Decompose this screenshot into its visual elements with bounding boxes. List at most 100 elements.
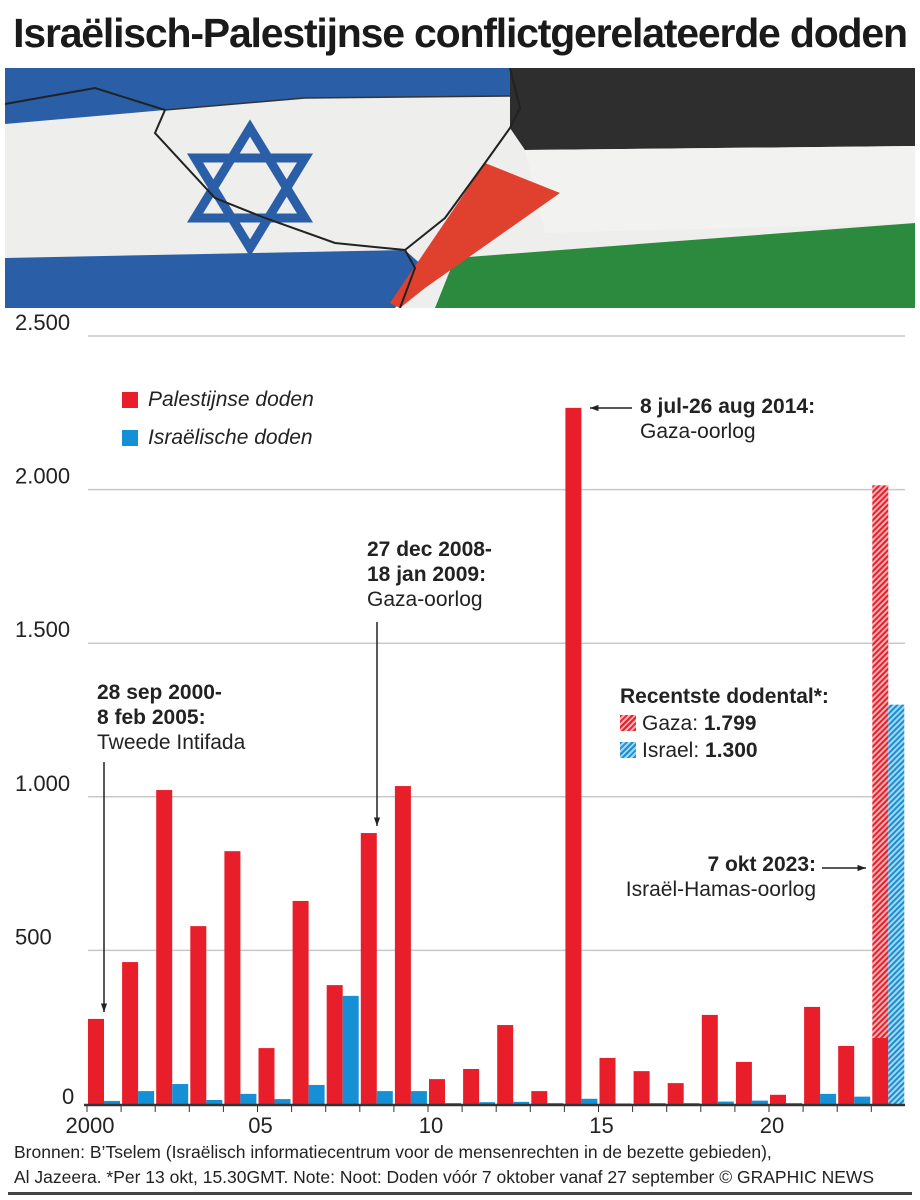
bar-palestinian-2005 xyxy=(258,1048,275,1104)
arrow-2023-head xyxy=(857,864,866,872)
annotation-gaza-2014: 8 jul-26 aug 2014: Gaza-oorlog xyxy=(640,394,815,444)
y-tick-label: 2.000 xyxy=(15,464,70,489)
bar-israeli-2001 xyxy=(138,1091,155,1104)
bar-israeli-2003 xyxy=(206,1100,223,1104)
bar-palestinian-2016 xyxy=(633,1071,650,1104)
bar-palestinian-2000 xyxy=(88,1018,104,1104)
source-line: Bronnen: B’Tselem (Israëlisch informatie… xyxy=(14,1142,772,1162)
annotation-date: 8 jul-26 aug 2014: xyxy=(640,395,816,418)
bar-palestinian-2008 xyxy=(360,833,377,1104)
legend-swatch-red xyxy=(122,392,138,408)
bar-palestinian-2015 xyxy=(599,1057,616,1104)
annotation-text: Israël-Hamas-oorlog xyxy=(625,878,816,901)
bar-palestinian-2004 xyxy=(224,851,241,1104)
bar-israeli-2012 xyxy=(513,1101,530,1104)
bar-palestinian-2010 xyxy=(429,1079,445,1104)
annotation-date: 27 dec 2008- xyxy=(367,538,492,561)
legend-label: Palestijnse doden xyxy=(148,388,314,411)
bar-israeli-2017 xyxy=(683,1103,700,1104)
bar-israeli-2005 xyxy=(274,1099,291,1104)
bar-israeli-2015 xyxy=(615,1103,632,1104)
annotation-intifada: 28 sep 2000- 8 feb 2005: Tweede Intifada xyxy=(97,680,245,755)
arrow-gaza-2008-head xyxy=(373,817,381,826)
bar-palestinian-2002 xyxy=(156,790,173,1104)
legend-label: Israëlische doden xyxy=(148,426,313,449)
hatch-swatch-blue xyxy=(620,742,636,758)
annotation-text: Tweede Intifada xyxy=(97,731,246,754)
israel-label: Israel: xyxy=(642,739,700,762)
annotation-2023: 7 okt 2023: Israël-Hamas-oorlog xyxy=(598,852,816,902)
bar-palestinian-2019 xyxy=(735,1061,752,1104)
annotation-gaza-2008: 27 dec 2008- 18 jan 2009: Gaza-oorlog xyxy=(367,537,492,612)
footer-source: Bronnen: B’Tselem (Israëlisch informatie… xyxy=(14,1140,874,1190)
legend-swatch-blue xyxy=(122,430,138,446)
recent-death-toll: Recentste dodental*: Gaza: 1.799 Israel:… xyxy=(620,683,829,764)
bar-israeli-2013 xyxy=(547,1103,564,1104)
bar-israeli-2014 xyxy=(581,1098,598,1104)
annotation-text: Gaza-oorlog xyxy=(640,420,756,443)
bar-palestinian-2022 xyxy=(838,1045,855,1104)
bar-israeli-2002 xyxy=(172,1084,189,1104)
bar-israeli-2021 xyxy=(820,1093,837,1104)
legend-palestinian: Palestijnse doden xyxy=(122,388,314,412)
bar-palestinian-2003 xyxy=(190,926,207,1104)
y-tick-label: 0 xyxy=(62,1084,74,1109)
bar-palestinian-2006 xyxy=(292,900,309,1104)
y-tick-label: 1.500 xyxy=(15,617,70,642)
bar-palestinian-2020 xyxy=(770,1094,786,1104)
israel-value: 1.300 xyxy=(705,739,758,762)
bar-palestinian-2001 xyxy=(122,962,139,1104)
bar-israeli-2011 xyxy=(479,1102,496,1104)
y-tick-label: 1.000 xyxy=(15,771,70,796)
annotation-date: 7 okt 2023: xyxy=(707,853,816,876)
recent-heading: Recentste dodental*: xyxy=(620,685,829,708)
bar-israeli-2019 xyxy=(751,1100,768,1104)
bar-israeli-2016 xyxy=(649,1103,666,1104)
bar-palestinian-2013 xyxy=(531,1091,548,1104)
bar-palestinian-2007 xyxy=(326,985,343,1104)
bar-israeli-2007 xyxy=(342,995,359,1104)
x-tick-label: 2000 xyxy=(66,1113,115,1138)
bar-palestinian-2023 xyxy=(872,1037,889,1104)
x-tick-label: 05 xyxy=(248,1113,272,1138)
bar-israeli-2006 xyxy=(308,1084,325,1104)
bar-palestinian-2011 xyxy=(463,1068,480,1104)
x-tick-label: 10 xyxy=(419,1113,443,1138)
bar-israeli-2010 xyxy=(445,1103,461,1104)
bar-israeli-2022 xyxy=(854,1096,871,1104)
bar-palestinian-2017 xyxy=(667,1083,684,1104)
gaza-value: 1.799 xyxy=(703,712,757,735)
page-title: Israëlisch-Palestijnse conflictgerelatee… xyxy=(13,10,908,56)
bar-recent-israel xyxy=(888,704,905,1104)
bar-israeli-2018 xyxy=(717,1101,734,1104)
x-tick-label: 20 xyxy=(760,1113,784,1138)
legend-israeli: Israëlische doden xyxy=(122,426,313,450)
x-tick-label: 15 xyxy=(589,1113,613,1138)
bar-palestinian-2009 xyxy=(394,786,411,1104)
bar-israeli-2004 xyxy=(240,1093,257,1104)
y-tick-label: 2.500 xyxy=(15,310,70,335)
annotation-date: 18 jan 2009: xyxy=(367,563,487,586)
annotation-date: 28 sep 2000- xyxy=(97,681,222,704)
gaza-label: Gaza: xyxy=(642,712,699,735)
bar-chart: 0 500 1.000 1.500 2.000 2.500 2000 05 10 15 20 xyxy=(15,310,905,1138)
bar-israeli-2000 xyxy=(104,1100,120,1104)
bottom-rule xyxy=(8,1192,912,1195)
source-line: Al Jazeera. *Per 13 okt, 15.30GMT. Note:… xyxy=(14,1167,875,1187)
bar-recent-gaza xyxy=(872,485,889,1038)
hatch-swatch-red xyxy=(620,715,636,731)
y-tick-label: 500 xyxy=(15,924,52,949)
annotation-text: Gaza-oorlog xyxy=(367,588,483,611)
bar-israeli-2008 xyxy=(376,1091,393,1104)
star-of-david-icon xyxy=(186,119,314,257)
arrow-intifada-head xyxy=(100,1003,108,1012)
bar-palestinian-2012 xyxy=(497,1025,514,1104)
bar-israeli-2020 xyxy=(786,1103,802,1104)
bar-israeli-2009 xyxy=(410,1091,427,1104)
arrow-gaza-2014-head xyxy=(590,404,599,412)
bar-palestinian-2021 xyxy=(804,1006,821,1104)
bar-palestinian-2014 xyxy=(565,407,582,1105)
bar-palestinian-2018 xyxy=(701,1014,718,1104)
flags-banner xyxy=(5,68,915,308)
